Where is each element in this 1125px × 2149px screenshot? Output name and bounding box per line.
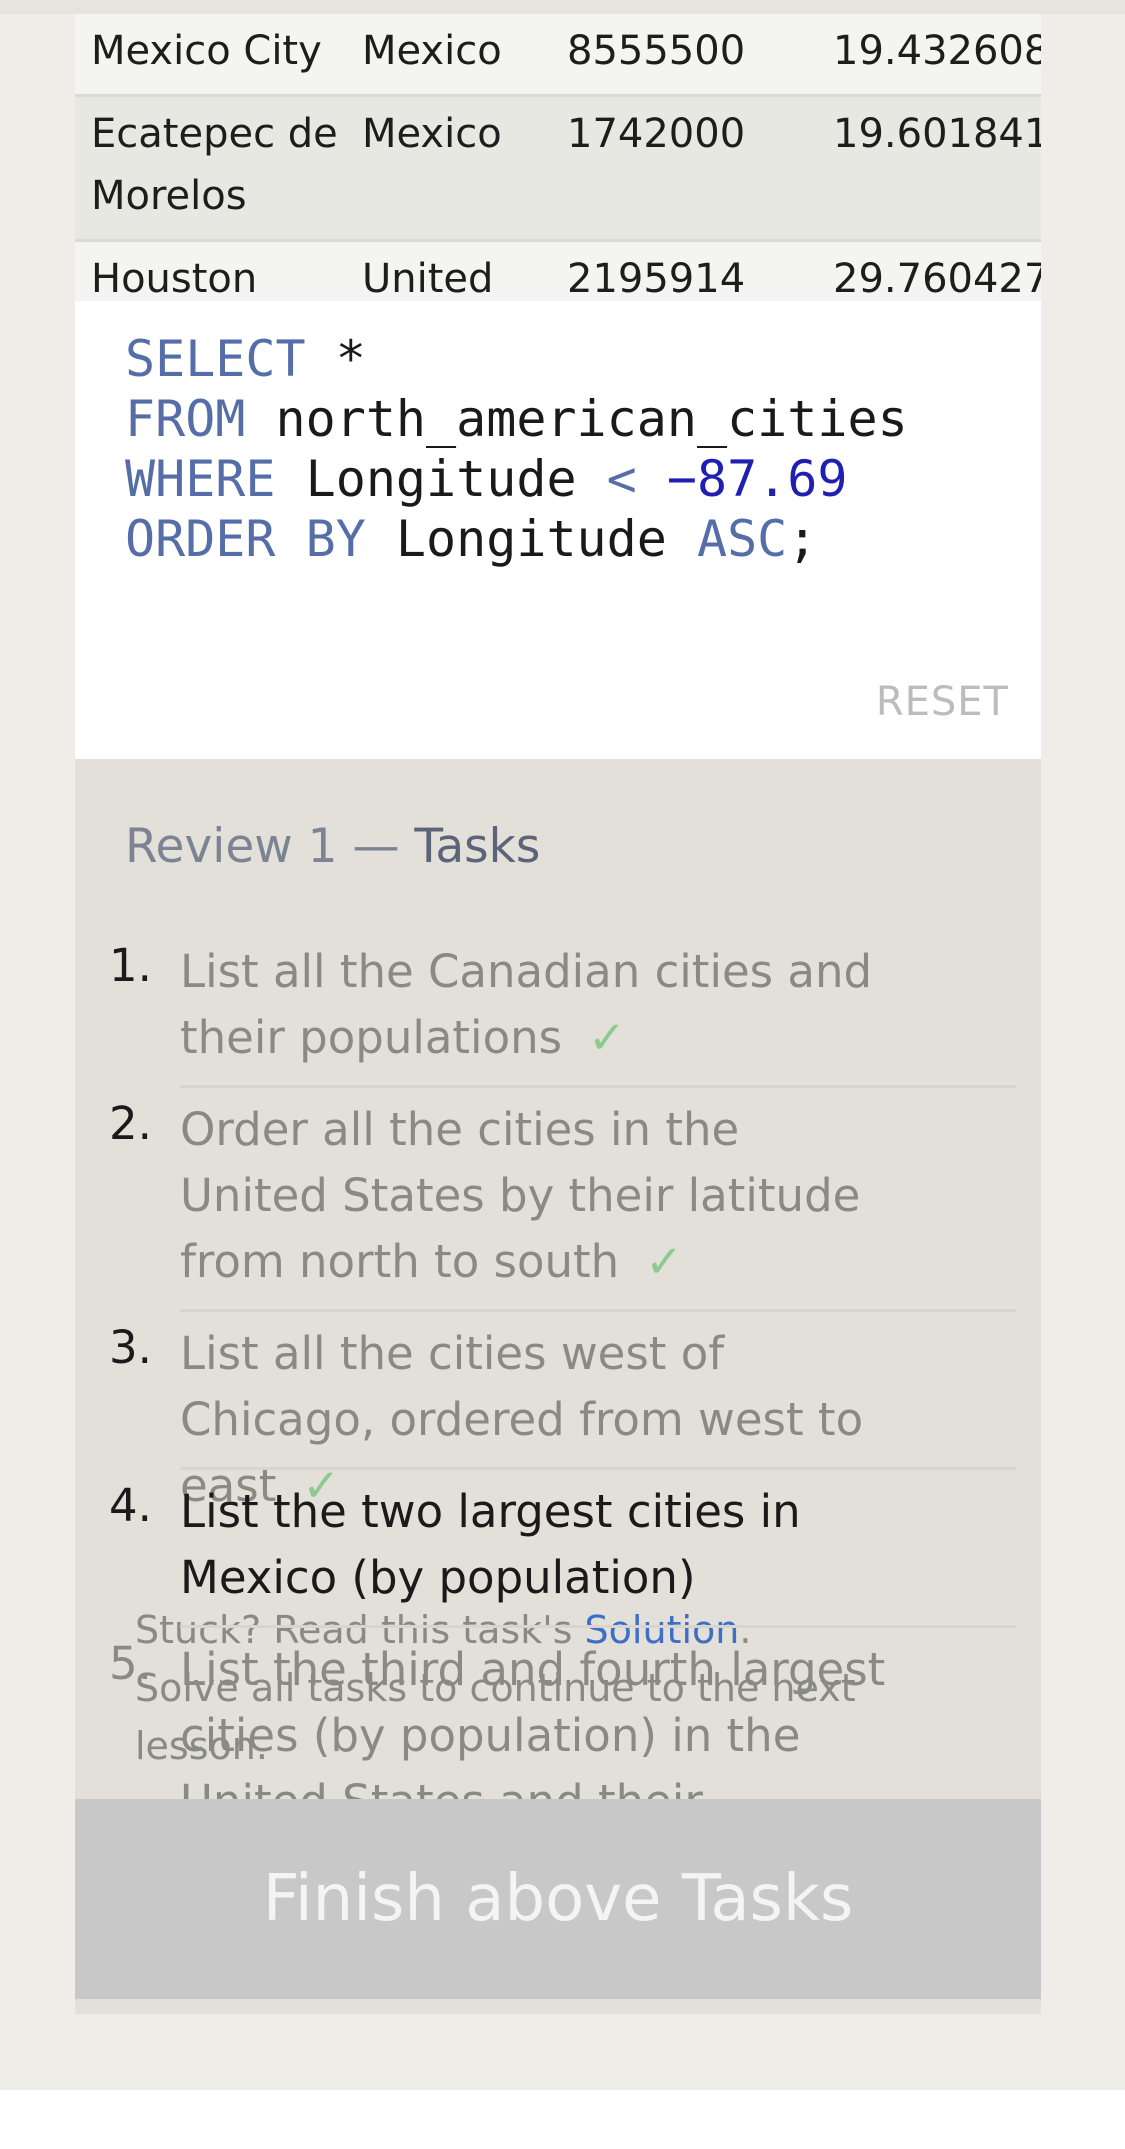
bottom-bar	[0, 2090, 1125, 2149]
task-number: 2.	[109, 1097, 152, 1150]
cell-population: 2195914	[551, 240, 817, 301]
check-icon: ✓	[645, 1235, 683, 1288]
sql-editor[interactable]: SELECT * FROM north_american_cities WHER…	[75, 301, 1041, 759]
hint-suffix: .	[739, 1608, 752, 1652]
divider	[180, 1309, 1016, 1312]
task-text-label: Order all the cities in the United State…	[180, 1103, 861, 1288]
task-number: 4.	[109, 1479, 152, 1532]
task-number: 5.	[109, 1637, 152, 1690]
sql-text: north_american_cities	[245, 390, 908, 448]
finish-tasks-button[interactable]: Finish above Tasks	[75, 1799, 1041, 1999]
sql-text: *	[305, 330, 366, 388]
task-text-label: List the two largest cities in Mexico (b…	[180, 1485, 801, 1604]
cell-city: Mexico City	[75, 14, 346, 97]
query-results-table: Mexico City Mexico 8555500 19.432608 Eca…	[75, 14, 1041, 301]
tasks-title-word: Tasks	[414, 819, 541, 874]
task-number: 3.	[109, 1321, 152, 1374]
sql-text: Longitude	[365, 510, 697, 568]
cell-population: 8555500	[551, 14, 817, 97]
cell-population: 1742000	[551, 95, 817, 242]
cell-latitude: 29.760427	[817, 240, 1041, 301]
tasks-title: Review 1 — Tasks	[125, 819, 540, 874]
task-number: 1.	[109, 939, 152, 992]
sql-keyword: SELECT	[125, 330, 306, 388]
cell-country: United	[346, 240, 551, 301]
cell-latitude: 19.601841	[817, 95, 1041, 242]
cell-latitude: 19.432608	[817, 14, 1041, 97]
sql-keyword: ORDER BY	[125, 510, 366, 568]
hint-prefix: Stuck? Read this task's	[135, 1608, 585, 1652]
task-text-label: List the third and fourth largest cities…	[180, 1643, 886, 1799]
sql-number: −87.69	[636, 450, 848, 508]
tasks-title-prefix: Review 1 —	[125, 819, 415, 874]
sql-keyword: WHERE	[125, 450, 276, 508]
table-row: Ecatepec de Morelos Mexico 1742000 19.60…	[75, 95, 1041, 242]
divider	[180, 1085, 1016, 1088]
task-text: Order all the cities in the United State…	[180, 1097, 900, 1295]
sql-code[interactable]: SELECT * FROM north_american_cities WHER…	[125, 329, 908, 569]
check-icon: ✓	[588, 1011, 626, 1064]
exercise-card: Mexico City Mexico 8555500 19.432608 Eca…	[75, 14, 1041, 2014]
cell-city: Ecatepec de Morelos	[75, 95, 346, 242]
task-text: List all the cities west of Chicago, ord…	[180, 1321, 900, 1519]
reset-button[interactable]: RESET	[875, 679, 1009, 725]
sql-operator: <	[606, 450, 637, 508]
top-strip	[0, 0, 1125, 14]
sql-keyword: ASC	[696, 510, 788, 568]
cell-country: Mexico	[346, 95, 551, 242]
task-text: List the third and fourth largest cities…	[180, 1637, 900, 1799]
divider	[180, 1467, 1016, 1470]
tasks-panel: Review 1 — Tasks 1. List all the Canadia…	[75, 759, 1041, 1799]
sql-text: Longitude	[275, 450, 607, 508]
lesson-hint: Solve all tasks to continue to the next …	[135, 1666, 856, 1768]
sql-text: ;	[787, 510, 818, 568]
divider	[180, 1625, 1016, 1628]
task-text: List the two largest cities in Mexico (b…	[180, 1479, 900, 1611]
table-row: Mexico City Mexico 8555500 19.432608	[75, 14, 1041, 97]
sql-keyword: FROM	[125, 390, 246, 448]
hint-text: Stuck? Read this task's Solution.	[135, 1601, 751, 1659]
table-row: Houston United 2195914 29.760427	[75, 240, 1041, 301]
task-text-label: List all the cities west of Chicago, ord…	[180, 1327, 864, 1512]
solution-link[interactable]: Solution	[584, 1608, 740, 1652]
cell-city: Houston	[75, 240, 346, 301]
cell-country: Mexico	[346, 14, 551, 97]
task-text: List all the Canadian cities and their p…	[180, 939, 900, 1071]
task-text-label: List all the Canadian cities and their p…	[180, 945, 873, 1064]
